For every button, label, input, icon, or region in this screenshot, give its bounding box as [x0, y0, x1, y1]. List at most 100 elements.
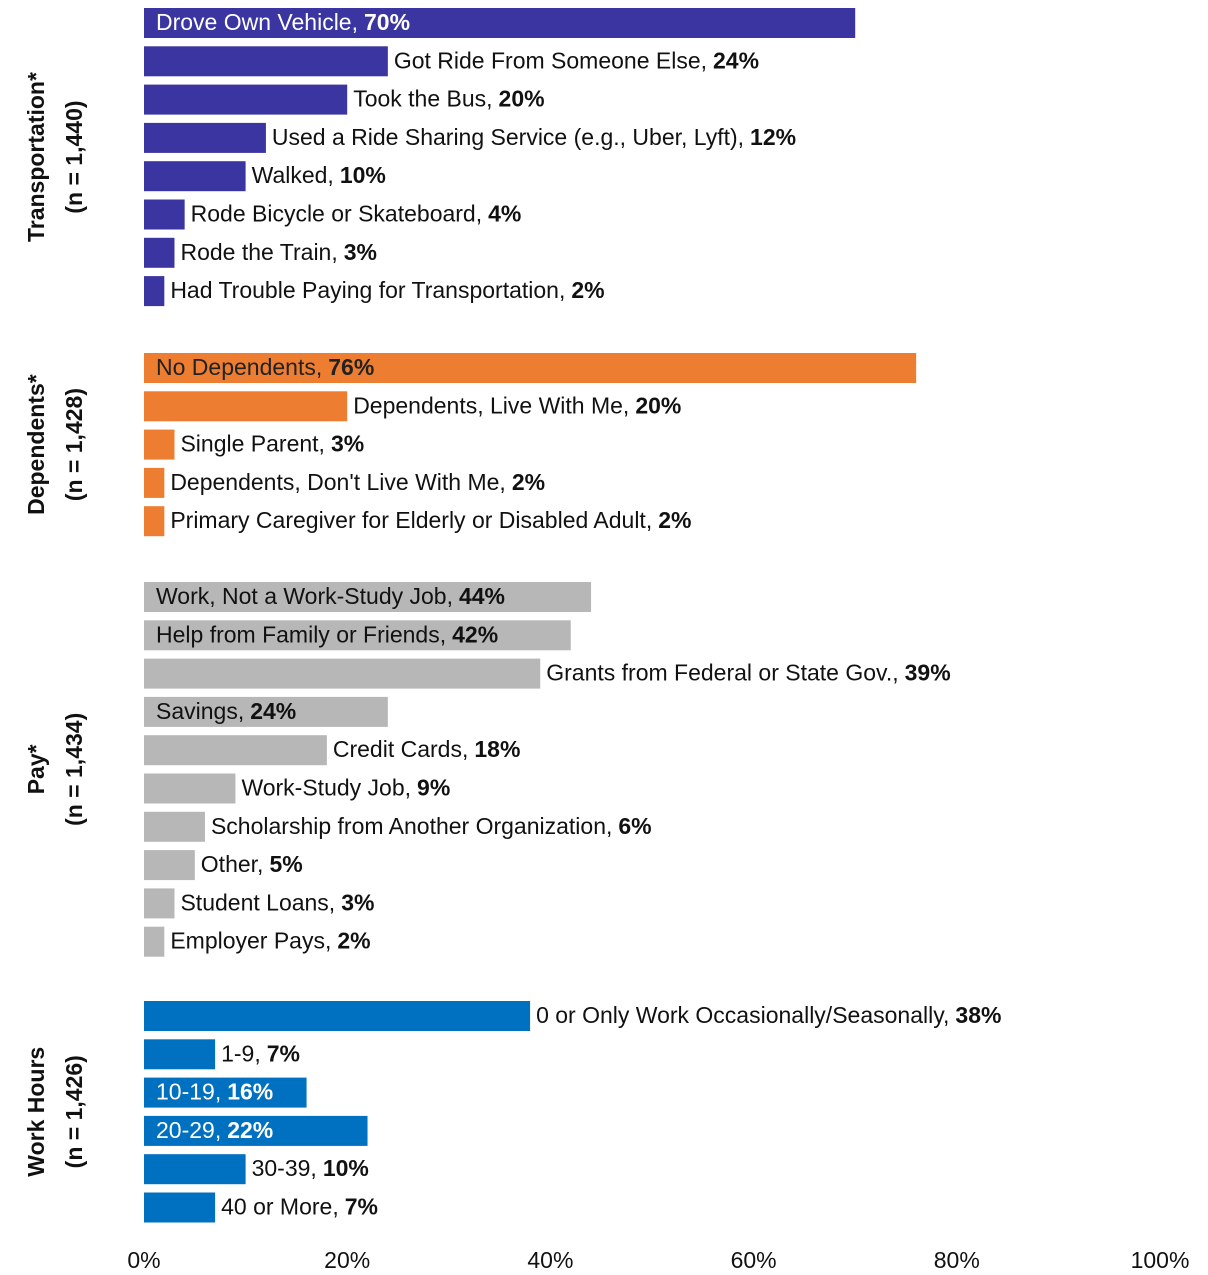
value-label: 4% — [488, 201, 521, 227]
bar — [144, 46, 388, 77]
bar-label: Scholarship from Another Organization, 6% — [211, 813, 652, 839]
x-tick-label: 40% — [527, 1247, 573, 1273]
x-tick-label: 20% — [324, 1247, 370, 1273]
bar-label: Drove Own Vehicle, 70% — [156, 9, 410, 35]
group-subtitle: (n = 1,426) — [61, 1055, 87, 1168]
bar — [144, 237, 175, 268]
category-label: Single Parent, — [180, 431, 324, 457]
bar-label: Dependents, Don't Live With Me, 2% — [170, 469, 545, 495]
category-label: Had Trouble Paying for Transportation, — [170, 277, 565, 303]
bar-label: Used a Ride Sharing Service (e.g., Uber,… — [272, 124, 796, 150]
value-label: 12% — [750, 124, 796, 150]
category-label: Employer Pays, — [170, 928, 331, 954]
category-label: Credit Cards, — [333, 736, 468, 762]
bar — [144, 888, 175, 919]
value-label: 10% — [323, 1155, 369, 1181]
bar-label: 10-19, 16% — [156, 1079, 273, 1105]
group-subtitle: (n = 1,440) — [61, 100, 87, 213]
x-tick-label: 80% — [934, 1247, 980, 1273]
category-label: 20-29, — [156, 1117, 221, 1143]
value-label: 2% — [512, 469, 545, 495]
category-label: Drove Own Vehicle, — [156, 9, 358, 35]
value-label: 9% — [417, 775, 450, 801]
value-label: 5% — [269, 851, 302, 877]
bar — [144, 620, 571, 651]
category-label: Work-Study Job, — [241, 775, 411, 801]
group-label: Work Hours (n = 1,426) — [23, 1047, 87, 1177]
value-label: 39% — [905, 660, 951, 686]
bar — [144, 1154, 246, 1185]
bar-label: Took the Bus, 20% — [353, 86, 544, 112]
group-subtitle: (n = 1,428) — [61, 388, 87, 501]
category-label: Scholarship from Another Organization, — [211, 813, 612, 839]
category-label: Dependents, Live With Me, — [353, 392, 629, 418]
bar-label: Savings, 24% — [156, 698, 296, 724]
value-label: 18% — [474, 736, 520, 762]
bar — [144, 506, 165, 537]
bar-label: 20-29, 22% — [156, 1117, 273, 1143]
category-label: 30-39, — [252, 1155, 317, 1181]
bar — [144, 1001, 531, 1031]
bar-label: Work, Not a Work-Study Job, 44% — [156, 583, 505, 609]
category-label: Rode Bicycle or Skateboard, — [191, 201, 483, 227]
bar — [144, 582, 592, 612]
bar — [144, 84, 348, 115]
value-label: 10% — [340, 162, 386, 188]
bar — [144, 658, 541, 689]
bar-label: Rode Bicycle or Skateboard, 4% — [191, 201, 522, 227]
category-label: Savings, — [156, 698, 244, 724]
category-label: Other, — [201, 851, 264, 877]
category-label: Student Loans, — [180, 889, 335, 915]
category-label: Got Ride From Someone Else, — [394, 47, 707, 73]
bar-label: No Dependents, 76% — [156, 354, 374, 380]
category-label: 40 or More, — [221, 1194, 339, 1220]
category-label: Dependents, Don't Live With Me, — [170, 469, 506, 495]
bar-label: 0 or Only Work Occasionally/Seasonally, 3… — [536, 1002, 1001, 1028]
category-label: 10-19, — [156, 1079, 221, 1105]
bar-label: Rode the Train, 3% — [180, 239, 377, 265]
bar — [144, 1115, 368, 1146]
bar-label: Work-Study Job, 9% — [241, 775, 450, 801]
bar-label: Dependents, Live With Me, 20% — [353, 392, 681, 418]
category-label: Help from Family or Friends, — [156, 621, 446, 647]
group-subtitle: (n = 1,434) — [61, 713, 87, 826]
value-label: 2% — [571, 277, 604, 303]
value-label: 70% — [364, 9, 410, 35]
category-label: Took the Bus, — [353, 86, 492, 112]
x-tick-label: 100% — [1131, 1247, 1190, 1273]
bar — [144, 696, 388, 727]
bar — [144, 1039, 216, 1070]
bar — [144, 391, 348, 422]
value-label: 7% — [267, 1040, 300, 1066]
bar — [144, 811, 205, 842]
bar-label: Employer Pays, 2% — [170, 928, 370, 954]
bar-label: Primary Caregiver for Elderly or Disable… — [170, 507, 691, 533]
value-label: 6% — [618, 813, 651, 839]
bar — [144, 1192, 216, 1223]
value-label: 38% — [955, 1002, 1001, 1028]
value-label: 42% — [452, 621, 498, 647]
value-label: 20% — [635, 392, 681, 418]
value-label: 22% — [227, 1117, 273, 1143]
category-label: Rode the Train, — [180, 239, 337, 265]
value-label: 2% — [658, 507, 691, 533]
bar-label: Student Loans, 3% — [180, 889, 374, 915]
x-tick-label: 60% — [731, 1247, 777, 1273]
bar-label: 40 or More, 7% — [221, 1194, 378, 1220]
bar — [144, 735, 327, 766]
value-label: 76% — [328, 354, 374, 380]
category-label: Walked, — [252, 162, 334, 188]
category-label: Work, Not a Work-Study Job, — [156, 583, 453, 609]
group-label: Dependents* (n = 1,428) — [23, 374, 87, 515]
bar — [144, 199, 185, 230]
bar-label: Credit Cards, 18% — [333, 736, 521, 762]
bar — [144, 8, 856, 38]
category-label: Grants from Federal or State Gov., — [546, 660, 898, 686]
x-tick-label: 0% — [127, 1247, 160, 1273]
value-label: 24% — [713, 47, 759, 73]
bar — [144, 773, 236, 804]
bar-label: Got Ride From Someone Else, 24% — [394, 47, 759, 73]
bar — [144, 850, 195, 881]
